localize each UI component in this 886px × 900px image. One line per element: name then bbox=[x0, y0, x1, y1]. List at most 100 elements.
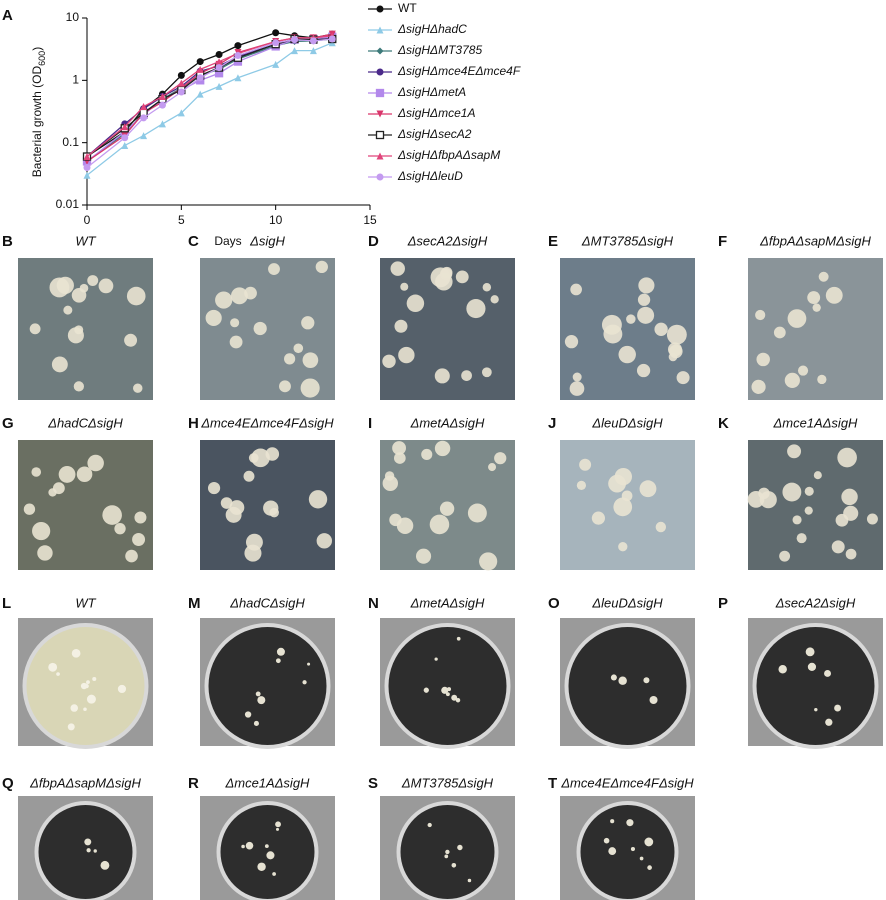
legend-marker bbox=[376, 68, 384, 76]
colony bbox=[797, 365, 809, 376]
data-point bbox=[177, 71, 185, 79]
colony bbox=[613, 497, 633, 517]
colony bbox=[494, 452, 507, 465]
data-point bbox=[291, 36, 299, 44]
clump bbox=[644, 837, 654, 847]
colony bbox=[76, 466, 93, 482]
series-line bbox=[86, 42, 333, 176]
panel-letter: H bbox=[188, 415, 199, 432]
well bbox=[580, 805, 675, 899]
colony bbox=[268, 263, 280, 275]
colony bbox=[439, 501, 455, 516]
panel-letter: T bbox=[548, 775, 557, 792]
panel-title: Δmce4EΔmce4FΔsigH bbox=[200, 415, 334, 430]
colony bbox=[626, 314, 636, 324]
colony bbox=[488, 463, 497, 472]
clump bbox=[272, 872, 276, 876]
panel-title: Δmce4EΔmce4FΔsigH bbox=[560, 775, 694, 790]
colony bbox=[31, 467, 42, 477]
colony bbox=[817, 374, 827, 385]
data-point bbox=[83, 171, 91, 179]
data-point bbox=[328, 35, 336, 43]
clump bbox=[626, 819, 634, 827]
colony bbox=[637, 293, 651, 306]
colony bbox=[51, 356, 68, 373]
data-point bbox=[158, 93, 166, 101]
data-point bbox=[177, 88, 185, 96]
panel-letter: R bbox=[188, 775, 199, 792]
colony bbox=[87, 275, 99, 287]
colony bbox=[482, 283, 492, 292]
data-point bbox=[196, 90, 204, 98]
colony bbox=[29, 323, 41, 335]
clump bbox=[778, 665, 787, 674]
data-point bbox=[291, 47, 299, 55]
colony bbox=[229, 335, 243, 349]
colony bbox=[308, 490, 328, 509]
colony bbox=[87, 454, 104, 472]
data-point bbox=[215, 64, 223, 72]
clump bbox=[266, 851, 275, 860]
colony bbox=[230, 287, 248, 305]
legend-label: ΔsigHΔMT3785 bbox=[397, 43, 482, 57]
legend-label: ΔsigHΔmce4EΔmce4F bbox=[397, 64, 521, 78]
colony bbox=[301, 316, 315, 330]
colony bbox=[455, 270, 469, 284]
colony bbox=[796, 533, 807, 544]
clump bbox=[807, 662, 817, 672]
clump bbox=[444, 854, 449, 859]
colony bbox=[755, 309, 766, 321]
legend-marker bbox=[376, 110, 384, 118]
y-axis-label-part: Bacterial growth (OD bbox=[30, 66, 44, 178]
colony bbox=[398, 346, 415, 364]
clump bbox=[275, 821, 281, 828]
colony bbox=[773, 326, 786, 339]
data-point bbox=[234, 52, 242, 60]
clump bbox=[610, 819, 615, 824]
data-point bbox=[121, 142, 129, 150]
legend-marker bbox=[376, 47, 384, 55]
colony bbox=[756, 352, 770, 367]
colony bbox=[23, 503, 36, 515]
colony bbox=[126, 286, 146, 306]
well bbox=[568, 627, 687, 745]
colony bbox=[751, 379, 766, 394]
clump bbox=[608, 847, 617, 855]
colony bbox=[637, 306, 655, 324]
colony bbox=[205, 309, 222, 327]
colony bbox=[490, 295, 499, 304]
colony bbox=[621, 490, 633, 502]
data-point bbox=[196, 74, 204, 82]
panel-letter: C bbox=[188, 233, 199, 250]
clump bbox=[447, 687, 452, 692]
colony bbox=[837, 447, 857, 468]
clump bbox=[467, 878, 472, 883]
clump bbox=[257, 862, 266, 871]
data-point bbox=[272, 60, 280, 68]
y-tick-label: 0.1 bbox=[62, 135, 79, 149]
colony bbox=[396, 517, 414, 534]
colony bbox=[316, 533, 332, 549]
panel-letter: O bbox=[548, 595, 560, 612]
legend-label: ΔsigHΔsecA2 bbox=[397, 127, 472, 141]
panel-letter: G bbox=[2, 415, 14, 432]
colony bbox=[37, 545, 53, 561]
legend-label: ΔsigHΔleuD bbox=[397, 169, 463, 183]
x-tick-label: 0 bbox=[84, 213, 91, 227]
colony bbox=[406, 294, 425, 313]
colony bbox=[831, 540, 845, 554]
legend-marker bbox=[376, 26, 384, 34]
panel-title: ΔmetAΔsigH bbox=[410, 415, 485, 430]
colony bbox=[133, 383, 143, 393]
data-point bbox=[177, 109, 185, 117]
clump bbox=[814, 707, 818, 712]
panel-title: Δmce1AΔsigH bbox=[773, 415, 859, 430]
colony bbox=[825, 286, 843, 304]
colony bbox=[668, 352, 678, 362]
colony bbox=[56, 276, 74, 294]
colony bbox=[429, 514, 450, 535]
colony bbox=[400, 282, 409, 291]
data-point bbox=[121, 134, 129, 142]
y-axis-label-part: 600 bbox=[37, 51, 47, 66]
colony bbox=[804, 506, 813, 515]
